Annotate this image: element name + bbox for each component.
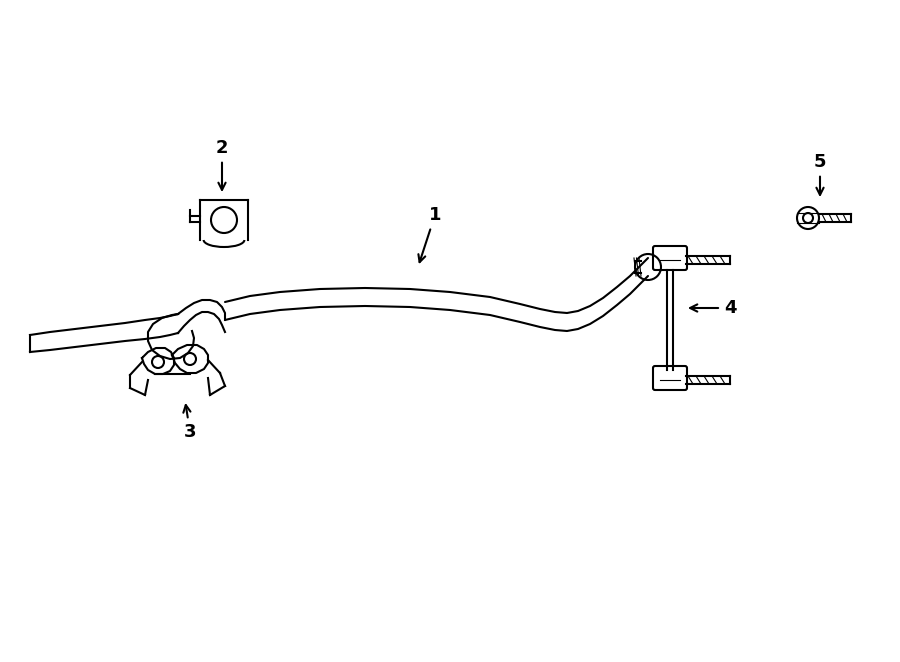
Text: 4: 4 [690, 299, 736, 317]
Text: 3: 3 [184, 405, 196, 441]
Text: 1: 1 [418, 206, 441, 262]
Text: 5: 5 [814, 153, 826, 195]
Text: 2: 2 [216, 139, 229, 190]
